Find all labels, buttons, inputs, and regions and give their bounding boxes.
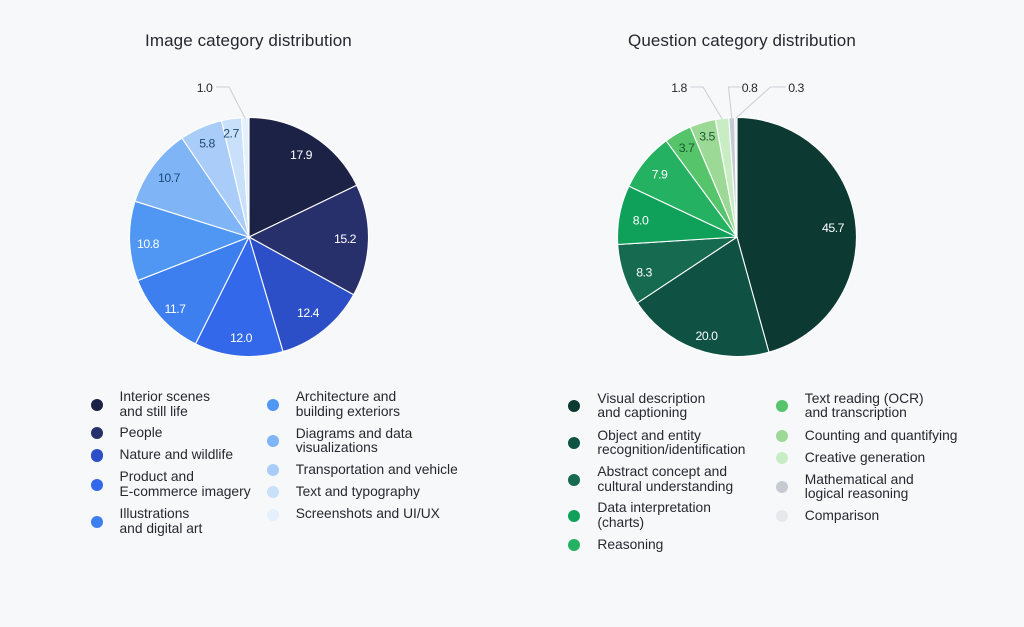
svg-text:10.8: 10.8 [137,237,160,251]
svg-text:17.9: 17.9 [290,148,313,162]
svg-text:12.0: 12.0 [230,331,253,345]
svg-text:11.7: 11.7 [164,302,186,316]
svg-text:20.0: 20.0 [696,329,719,343]
svg-text:3.7: 3.7 [679,141,695,155]
svg-text:8.3: 8.3 [636,265,652,279]
svg-text:15.2: 15.2 [334,232,357,246]
svg-text:5.8: 5.8 [199,136,215,150]
svg-text:1.0: 1.0 [197,81,213,95]
svg-text:7.9: 7.9 [652,167,668,181]
svg-text:2.7: 2.7 [223,126,239,140]
svg-text:45.7: 45.7 [822,221,845,235]
svg-text:1.8: 1.8 [671,81,687,95]
svg-text:10.7: 10.7 [158,171,181,185]
svg-text:12.4: 12.4 [297,306,320,320]
svg-text:0.8: 0.8 [742,81,758,95]
svg-text:0.3: 0.3 [788,81,804,95]
svg-text:8.0: 8.0 [633,213,649,227]
svg-text:3.5: 3.5 [699,129,715,143]
